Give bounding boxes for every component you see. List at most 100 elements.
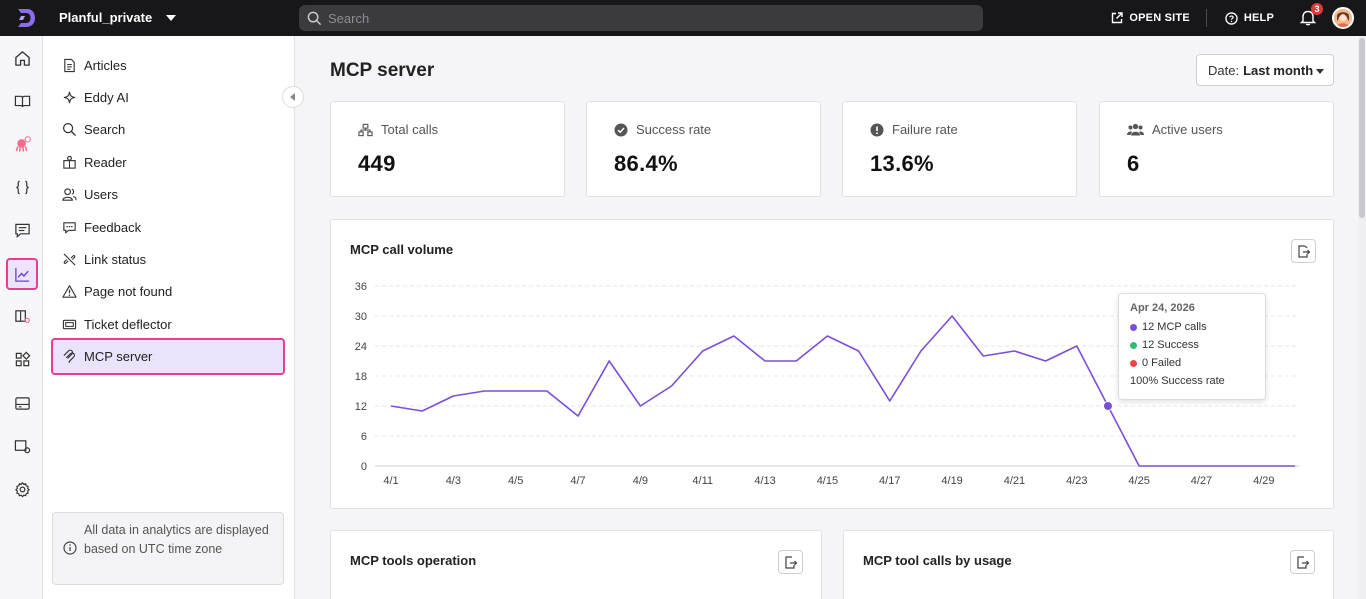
eddy-ai-nav[interactable]: [6, 128, 38, 160]
broken-link-icon: [63, 252, 76, 266]
document360-logo[interactable]: [14, 6, 38, 30]
settings-window-icon: [14, 439, 30, 453]
sidebar-item-users[interactable]: Users: [53, 178, 284, 210]
home-nav[interactable]: [6, 42, 38, 74]
analytics-nav[interactable]: [6, 258, 38, 290]
network-icon: [358, 123, 373, 136]
stat-label: Active users: [1152, 122, 1223, 137]
stat-value: 449: [358, 151, 396, 176]
search-bar[interactable]: [299, 5, 983, 31]
help-link[interactable]: HELP: [1225, 11, 1274, 25]
page-scrollbar[interactable]: [1358, 36, 1366, 599]
x-tick-label: 4/17: [879, 475, 900, 487]
braces-icon: [15, 180, 29, 194]
sparkle-icon: [63, 91, 76, 103]
widgets-nav[interactable]: [6, 387, 38, 419]
x-tick-label: 4/27: [1191, 475, 1212, 487]
external-link-icon: [1112, 12, 1124, 24]
sidebar-item-mcp-server[interactable]: MCP server: [51, 338, 285, 375]
export-button[interactable]: [1290, 550, 1315, 574]
tooltip-date: Apr 24, 2026: [1130, 302, 1195, 314]
divider: [1205, 9, 1207, 27]
x-tick-label: 4/1: [383, 475, 398, 487]
card-title: MCP tool calls by usage: [863, 553, 1012, 568]
sidebar-item-label: MCP server: [84, 349, 153, 364]
documentation-nav[interactable]: [6, 85, 38, 117]
chevron-down-icon: [166, 14, 177, 21]
mcp-tool-calls-by-usage-card: MCP tool calls by usage: [843, 530, 1334, 599]
y-tick-label: 0: [361, 461, 367, 473]
stat-value: 13.6%: [870, 151, 934, 176]
y-tick-label: 18: [355, 371, 367, 383]
utc-info-text: All data in analytics are displayed base…: [84, 523, 269, 556]
sidebar-item-label: Ticket deflector: [84, 316, 172, 332]
avatar[interactable]: [1332, 7, 1354, 29]
notification-badge: 3: [1311, 3, 1323, 15]
stat-card-failure-rate: Failure rate 13.6%: [842, 101, 1077, 197]
sidebar-item-feedback[interactable]: Feedback: [53, 211, 284, 243]
bell-icon: [1299, 10, 1317, 26]
card-title: MCP call volume: [350, 242, 454, 257]
project-switcher[interactable]: Planful_private: [59, 10, 177, 25]
sidebar-item-link-status[interactable]: Link status: [53, 243, 284, 275]
series-line: [390, 315, 1295, 467]
users-icon: [62, 187, 77, 201]
sidebar-item-reader[interactable]: Reader: [53, 146, 284, 178]
collapse-left-icon: [289, 93, 295, 101]
x-tick-label: 4/11: [692, 475, 713, 487]
integrations-nav[interactable]: [6, 343, 38, 375]
sidebar-item-page-not-found[interactable]: Page not found: [53, 275, 284, 307]
x-tick-label: 4/19: [941, 475, 962, 487]
stat-card-success-rate: Success rate 86.4%: [586, 101, 821, 197]
x-tick-label: 4/15: [817, 475, 838, 487]
x-tick-label: 4/9: [633, 475, 648, 487]
tooltip-failed: 0 Failed: [1142, 357, 1182, 369]
mcp-icon: [63, 349, 75, 363]
reader-icon: [63, 155, 76, 169]
sidebar-item-articles[interactable]: Articles: [53, 49, 284, 81]
message-icon: [14, 223, 30, 238]
failed-dot-icon: [1130, 359, 1137, 367]
line-chart: 0 6 12 18 24 30 36 4/1 4/3 4/5 4/7 4/9 4/11 4/13 4/15 4…: [355, 281, 1299, 487]
x-tick-label: 4/23: [1066, 475, 1087, 487]
stat-label: Total calls: [381, 122, 439, 137]
x-tick-label: 4/13: [754, 475, 775, 487]
sidebar-item-label: Eddy AI: [84, 89, 129, 105]
main-content: MCP server Date: Last month Total calls …: [296, 36, 1358, 599]
collapse-sidebar-button[interactable]: [282, 86, 304, 108]
sidebar-item-label: Search: [84, 121, 126, 137]
stat-label: Failure rate: [892, 122, 958, 137]
open-site-link[interactable]: OPEN SITE: [1111, 12, 1190, 24]
feedback-nav[interactable]: [6, 214, 38, 246]
y-tick-label: 30: [355, 311, 367, 323]
api-docs-nav[interactable]: [6, 171, 38, 203]
tooltip-rate: 100% Success rate: [1130, 375, 1225, 387]
mcp-call-volume-card: MCP call volume 0 6 12 18 24 30 36 4/1 4/3 4/5 4/7…: [330, 219, 1334, 509]
stat-card-active-users: Active users 6: [1099, 101, 1334, 197]
y-tick-label: 36: [355, 281, 367, 293]
tooltip-success: 12 Success: [1142, 339, 1199, 351]
top-bar: Planful_private OPEN SITE HELP 3: [0, 0, 1366, 36]
project-settings-nav[interactable]: [6, 430, 38, 462]
y-tick-label: 24: [355, 341, 367, 353]
export-button[interactable]: [1291, 239, 1316, 263]
search-icon: [307, 11, 322, 25]
sidebar-item-label: Link status: [84, 251, 147, 267]
panel-icon: [14, 396, 30, 410]
search-input[interactable]: [328, 10, 928, 26]
sidebar-item-ticket-deflector[interactable]: Ticket deflector: [53, 308, 284, 340]
page-title: MCP server: [330, 60, 435, 81]
sidebar-item-eddy-ai[interactable]: Eddy AI: [53, 81, 284, 113]
settings-nav[interactable]: [6, 473, 38, 505]
export-button[interactable]: [778, 550, 803, 574]
ticket-icon: [62, 319, 77, 329]
x-tick-label: 4/3: [446, 475, 461, 487]
scrollbar-thumb[interactable]: [1359, 38, 1365, 218]
date-filter-dropdown[interactable]: Date: Last month: [1196, 54, 1334, 86]
sidebar-item-search[interactable]: Search: [53, 113, 284, 145]
info-icon: [63, 541, 77, 555]
x-tick-label: 4/7: [570, 475, 585, 487]
stat-value: 86.4%: [614, 151, 678, 176]
knowledge-base-nav[interactable]: [6, 300, 38, 332]
notifications-button[interactable]: 3: [1299, 3, 1323, 27]
